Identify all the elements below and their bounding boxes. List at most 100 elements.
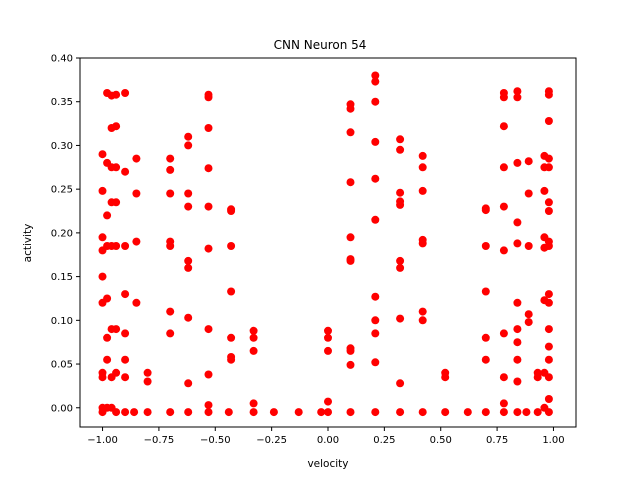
data-point [441,368,450,377]
data-point [317,408,326,417]
data-point [513,355,522,364]
chart-title: CNN Neuron 54 [274,38,367,52]
data-point [418,307,427,316]
data-point [396,263,405,272]
data-point [513,408,522,417]
data-point [121,373,130,382]
data-point [371,77,380,86]
data-point [227,287,236,296]
data-point [544,87,553,96]
data-point [346,233,355,242]
data-point [324,333,332,342]
data-point [463,408,472,417]
data-point [513,239,522,248]
data-point [346,255,355,264]
data-point [346,178,355,187]
data-point [544,408,553,417]
data-point [418,235,427,244]
data-point [513,218,522,227]
data-point [166,154,175,163]
data-point [499,408,508,417]
data-point [204,164,213,173]
data-point [499,329,508,338]
data-point [371,215,380,224]
data-point [533,368,542,377]
data-point [132,237,141,246]
data-point [396,197,405,206]
y-tick-label: 0.10 [51,316,73,327]
data-point [98,150,107,159]
x-tick-label: −0.25 [256,435,287,446]
data-point [103,294,112,303]
y-tick-label: 0.05 [51,360,73,371]
data-point [184,263,193,272]
data-point [294,408,303,417]
x-tick-label: −1.00 [87,435,118,446]
data-point [121,167,130,176]
data-point [513,87,522,96]
data-point [121,89,130,97]
data-point [481,408,490,417]
data-point [396,408,405,417]
data-point [184,141,193,150]
y-tick-label: 0.25 [51,185,73,196]
data-point [513,93,522,102]
data-point [112,408,121,417]
data-point [184,189,193,198]
data-point [396,379,405,388]
data-point [249,408,258,417]
data-point [249,333,258,342]
data-point [227,353,236,361]
data-point [544,355,553,364]
data-point [184,132,193,141]
data-point [204,202,213,211]
data-point [441,408,450,417]
data-point [513,325,522,334]
data-point [227,333,236,342]
data-point [346,100,355,109]
data-point [524,310,533,319]
data-point [249,326,258,335]
data-point [522,408,531,417]
data-point [371,358,380,367]
data-point [166,165,175,174]
data-point [418,408,427,417]
data-point [324,346,332,355]
data-point [227,205,236,214]
data-point [204,401,213,410]
data-point [112,122,121,131]
data-point [132,154,141,163]
y-axis-ticks: 0.00 0.05 0.10 0.15 0.20 0.25 0.30 0.35 0.40 [51,54,80,414]
data-point [98,272,107,281]
data-point [524,189,533,198]
data-point [143,368,152,377]
data-point [204,244,213,253]
data-point [166,237,175,246]
data-point [524,157,533,166]
data-point [544,325,553,334]
data-point [544,163,553,172]
data-point [396,256,405,265]
data-point [346,360,355,369]
data-point [184,202,193,211]
data-point [112,368,121,377]
y-tick-label: 0.20 [51,228,73,239]
data-point [112,90,121,99]
data-point [499,122,508,131]
data-point [184,313,193,322]
data-point [499,202,508,211]
data-point [371,316,380,325]
data-point [103,355,112,364]
data-point [540,186,549,195]
data-point [513,158,522,167]
data-point [544,154,553,163]
data-point [143,408,152,417]
data-point [544,373,553,382]
data-point [524,242,533,250]
data-points [98,71,553,417]
y-tick-label: 0.15 [51,272,73,283]
data-point [418,151,427,160]
data-point [269,408,278,417]
data-point [112,163,121,172]
